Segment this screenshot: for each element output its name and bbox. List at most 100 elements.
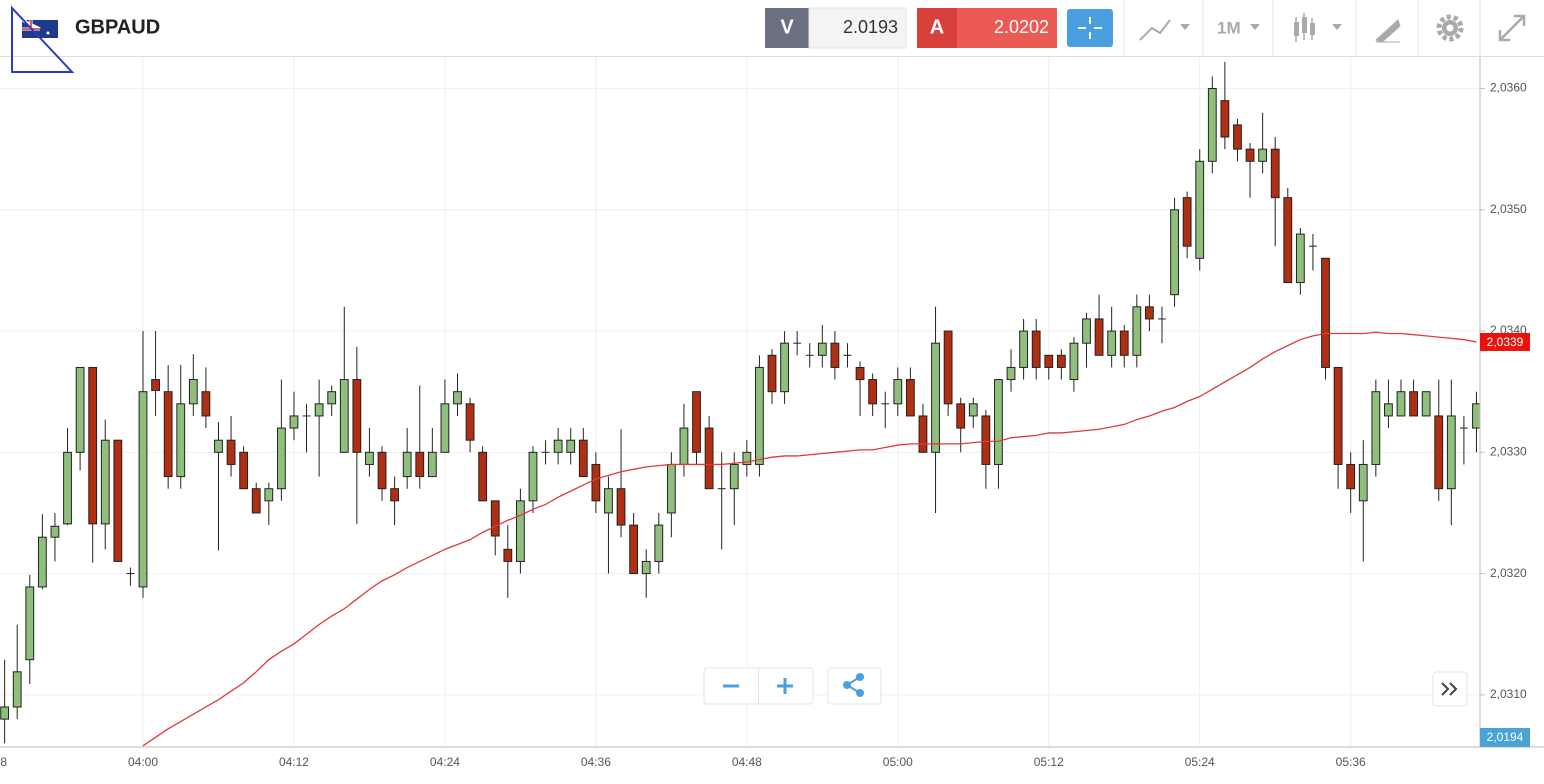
candle-body bbox=[251, 488, 261, 514]
candle-body bbox=[239, 451, 249, 490]
ma-value-label: 2,0339 bbox=[1487, 335, 1524, 349]
x-tick-label: 05:00 bbox=[883, 755, 913, 769]
candle-body bbox=[528, 451, 538, 502]
sell-label: V bbox=[780, 16, 794, 38]
candle-body bbox=[654, 524, 664, 562]
candle-body bbox=[616, 488, 626, 526]
candle-body bbox=[956, 403, 966, 429]
fullscreen-icon[interactable] bbox=[1498, 14, 1526, 42]
settings-icon[interactable] bbox=[1436, 14, 1464, 42]
candle-body bbox=[176, 403, 186, 478]
candle-body bbox=[855, 366, 865, 381]
candle-body bbox=[50, 525, 60, 538]
zoom-in[interactable] bbox=[777, 678, 793, 694]
candle-body bbox=[1321, 257, 1330, 368]
buy-label: A bbox=[930, 16, 944, 38]
scroll-end-icon bbox=[1441, 682, 1458, 696]
candle-body bbox=[943, 330, 953, 405]
share-box[interactable] bbox=[827, 667, 882, 705]
crosshair-icon bbox=[1078, 17, 1102, 39]
candle-body bbox=[755, 366, 764, 465]
candle-body bbox=[767, 354, 777, 393]
crosshair-button[interactable] bbox=[1067, 9, 1113, 47]
candle-body bbox=[1056, 354, 1066, 368]
y-tick-label: 2,0330 bbox=[1490, 444, 1527, 458]
candle-body bbox=[402, 451, 412, 478]
candle-body bbox=[1384, 403, 1393, 417]
candle-body bbox=[390, 488, 399, 502]
candle-body bbox=[1434, 415, 1444, 490]
bid-tag bbox=[1480, 728, 1530, 747]
candle-body bbox=[516, 500, 525, 562]
candle-body bbox=[214, 439, 223, 453]
candle-body bbox=[440, 403, 450, 453]
candle-body bbox=[25, 586, 35, 661]
candle-body bbox=[1207, 88, 1217, 162]
candle-body bbox=[289, 415, 299, 429]
candle-body bbox=[1195, 160, 1205, 259]
candle-body bbox=[1283, 197, 1293, 284]
candle-body bbox=[780, 342, 789, 393]
candle-body bbox=[113, 439, 123, 562]
candle-body bbox=[264, 488, 274, 502]
candle-body bbox=[327, 391, 337, 405]
candle-body bbox=[314, 403, 324, 417]
candle-body bbox=[893, 379, 903, 405]
candle-body bbox=[1220, 100, 1230, 138]
candle-body bbox=[75, 366, 85, 453]
candle-body bbox=[1233, 124, 1242, 150]
y-tick-label: 2,0310 bbox=[1490, 687, 1527, 701]
candle-body bbox=[339, 379, 349, 453]
candle-body bbox=[553, 439, 563, 453]
grid bbox=[0, 57, 1480, 747]
candle-body bbox=[100, 439, 110, 525]
timeframe-caret bbox=[1250, 24, 1260, 30]
symbol: GBPAUD bbox=[75, 16, 160, 38]
candle-body bbox=[629, 524, 639, 575]
moving-average-line bbox=[142, 331, 1477, 747]
candle-body bbox=[1421, 391, 1431, 417]
candle-body bbox=[1069, 342, 1079, 381]
candle-body bbox=[1333, 366, 1343, 465]
candle-body bbox=[666, 463, 676, 514]
candle-body bbox=[0, 706, 10, 720]
x-tick-label: 05:12 bbox=[1034, 755, 1064, 769]
candle-body bbox=[604, 488, 613, 514]
chart-type-icon[interactable] bbox=[1139, 19, 1190, 41]
candle-body bbox=[1346, 463, 1356, 490]
x-tick-label: 05:36 bbox=[1336, 755, 1366, 769]
share-icon bbox=[843, 673, 864, 697]
y-tick-label: 2,0360 bbox=[1490, 81, 1527, 95]
y-tick-label: 2,0350 bbox=[1490, 202, 1527, 216]
candle-body bbox=[453, 391, 462, 405]
draw-icon[interactable] bbox=[1375, 19, 1401, 43]
timeframe[interactable]: 1M bbox=[1217, 18, 1241, 37]
sell-price-box[interactable] bbox=[808, 7, 907, 49]
candle-body bbox=[1295, 233, 1305, 284]
candle-body bbox=[931, 342, 940, 453]
triangle-drawing[interactable] bbox=[11, 5, 75, 73]
ma-value-tag bbox=[1480, 332, 1530, 351]
candles-icon[interactable] bbox=[1294, 13, 1342, 42]
buy-button[interactable] bbox=[917, 8, 957, 48]
candle-body bbox=[1119, 330, 1129, 356]
candle-body bbox=[1132, 306, 1142, 356]
sell-button[interactable] bbox=[765, 8, 809, 48]
candle-body bbox=[1245, 148, 1255, 162]
candle-body bbox=[201, 391, 211, 417]
scroll-end[interactable] bbox=[1432, 671, 1468, 707]
candle-body bbox=[994, 379, 1003, 465]
buy-price: 2.0202 bbox=[994, 17, 1049, 37]
candle-body bbox=[905, 379, 915, 417]
candle-body bbox=[1082, 318, 1091, 344]
candle-body bbox=[226, 439, 236, 465]
candle-body bbox=[830, 342, 840, 368]
candle-body bbox=[1472, 403, 1480, 429]
candle-body bbox=[276, 427, 286, 490]
candle-body bbox=[415, 451, 425, 478]
x-tick-label: 04:00 bbox=[128, 755, 158, 769]
buy-price-box[interactable] bbox=[957, 8, 1057, 48]
x-tick-label: 04:24 bbox=[430, 755, 460, 769]
